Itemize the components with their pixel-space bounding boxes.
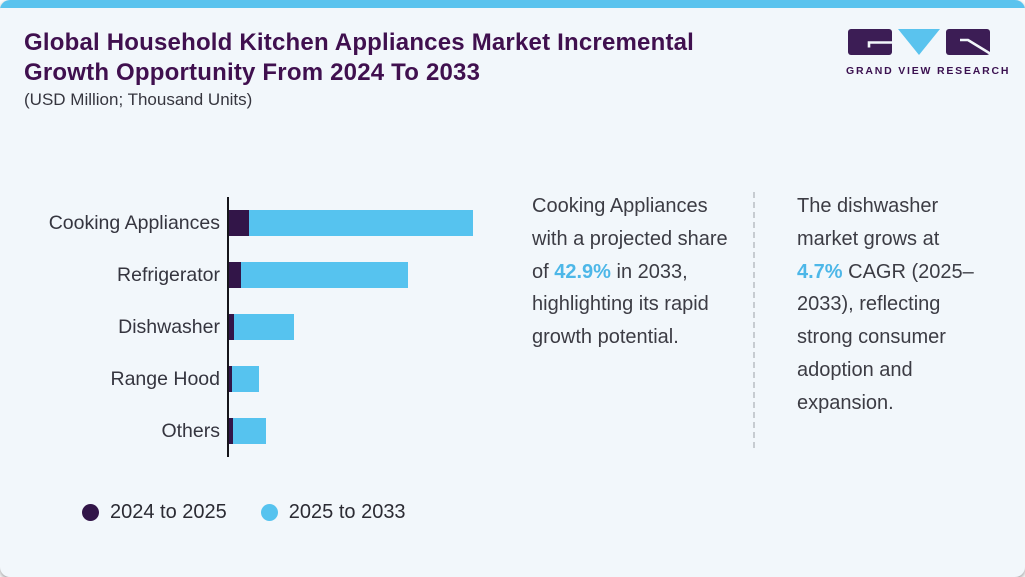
stacked-bar	[229, 366, 259, 392]
legend-label: 2025 to 2033	[288, 501, 406, 523]
bar-segment-2025-to-2033	[234, 314, 294, 340]
bar-segment-2024-to-2025	[229, 210, 249, 236]
insight-2-highlight: 4.7%	[797, 260, 843, 283]
bar-segment-2024-to-2025	[229, 314, 234, 340]
bar-segment-2024-to-2025	[229, 418, 233, 444]
legend-label: 2024 to 2025	[110, 501, 227, 523]
insight-dishwasher: The dishwasher market grows at 4.7% CAGR…	[797, 190, 983, 420]
bar-segment-2025-to-2033	[233, 418, 266, 444]
stacked-bar	[229, 314, 294, 340]
page-title: Global Household Kitchen Appliances Mark…	[24, 28, 694, 88]
category-label: Range Hood	[110, 367, 221, 390]
gvr-logo-wordmark: GRAND VIEW RESEARCH	[846, 65, 1011, 77]
legend-item: 2024 to 2025	[82, 501, 227, 524]
insight-2-text-before: The dishwasher market grows at	[797, 195, 940, 250]
category-label: Dishwasher	[118, 315, 220, 338]
grand-view-research-logo: GRAND VIEW RESEARCH	[846, 27, 1011, 77]
bar-row	[229, 353, 473, 405]
bar-segment-2025-to-2033	[249, 210, 473, 236]
category-label: Others	[161, 419, 220, 442]
bar-segment-2024-to-2025	[229, 366, 232, 392]
insight-1-text-after: in 2033, highlighting its rapid growth p…	[532, 260, 709, 349]
top-accent-strip	[0, 0, 1025, 8]
bar-segment-2025-to-2033	[241, 262, 408, 288]
page-title-line1: Global Household Kitchen Appliances Mark…	[24, 29, 695, 56]
stacked-bar	[229, 418, 266, 444]
legend-dot-icon	[260, 504, 278, 521]
insight-1-highlight: 42.9%	[554, 260, 611, 283]
bar-row	[229, 197, 473, 249]
bar-segment-2024-to-2025	[229, 262, 241, 288]
insight-2-text-after: CAGR (2025–2033), reflecting strong cons…	[797, 260, 974, 414]
bar-row	[229, 301, 473, 353]
bar-row	[229, 405, 473, 457]
stacked-bar	[229, 262, 408, 288]
category-axis: Cooking Appliances Refrigerator Dishwasher…	[20, 197, 227, 457]
legend-item: 2025 to 2033	[260, 501, 406, 524]
bar-segment-2025-to-2033	[232, 366, 259, 392]
insight-1-text-before: Cooking Appliances with a projected shar…	[532, 195, 728, 283]
vertical-dashed-divider	[753, 192, 755, 448]
category-label: Cooking Appliances	[48, 211, 220, 234]
chart-legend: 2024 to 2025 2025 to 2033	[82, 501, 406, 524]
bar-row	[229, 249, 473, 301]
plot-area	[227, 197, 473, 457]
stacked-bar	[229, 210, 473, 236]
category-label: Refrigerator	[117, 263, 220, 286]
page-subtitle: (USD Million; Thousand Units)	[24, 90, 253, 109]
incremental-growth-bar-chart: Cooking Appliances Refrigerator Dishwasher…	[20, 197, 473, 457]
legend-dot-icon	[82, 504, 99, 521]
gvr-logo-icon	[848, 29, 991, 55]
insight-cooking-appliances: Cooking Appliances with a projected shar…	[532, 190, 730, 354]
page-title-line2: Growth Opportunity From 2024 To 2033	[24, 59, 481, 86]
